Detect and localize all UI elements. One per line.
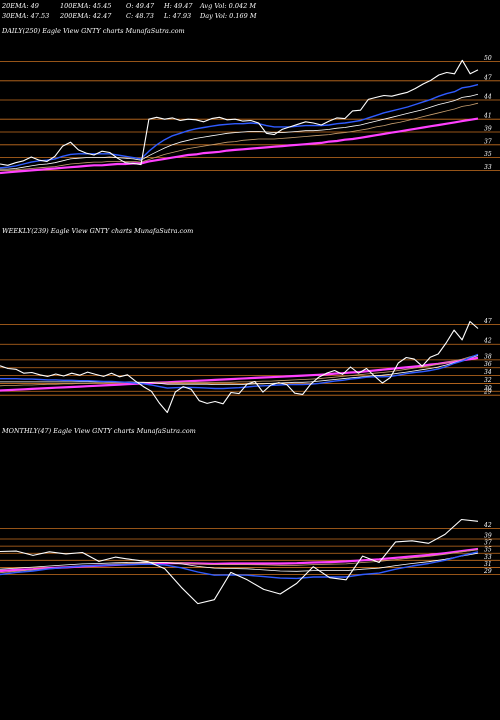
daily-chart: 50 47 44 41 39 37 35 33: [0, 55, 500, 175]
daily-level-label: 44: [483, 94, 492, 101]
weekly-ema-200-line: [0, 356, 479, 392]
weekly-level-label: 47: [483, 318, 492, 325]
monthly-price-line: [0, 518, 479, 605]
weekly-level-label: 32: [484, 377, 492, 384]
daily-level-label: 33: [484, 164, 492, 171]
monthly-level-label: 39: [484, 533, 492, 540]
header-30ema: 30EMA: 47.53: [2, 12, 50, 20]
weekly-ema-mid-line: [0, 355, 479, 385]
daily-level-label: 35: [484, 151, 492, 158]
daily-price-line: [0, 59, 479, 166]
daily-level-label: 41: [483, 113, 492, 120]
daily-level-label: 39: [484, 126, 492, 133]
daily-level-label: 50: [484, 55, 492, 62]
header-high: H: 49.47: [164, 2, 193, 10]
weekly-level-label: 34: [484, 369, 492, 376]
weekly-level-label: 29: [483, 389, 492, 396]
weekly-chart-title: WEEKLY(239) Eagle View GNTY charts Munaf…: [2, 227, 194, 235]
header-avg-vol: Avg Vol: 0.042 M: [200, 2, 257, 10]
daily-ema-mid-line: [0, 93, 479, 170]
daily-ema-long-line: [0, 102, 479, 171]
daily-chart-title: DAILY(250) Eagle View GNTY charts Munafa…: [2, 27, 185, 35]
monthly-level-label: 31: [484, 561, 492, 568]
monthly-chart-title: MONTHLY(47) Eagle View GNTY charts Munaf…: [2, 427, 196, 435]
header-low: L: 47.93: [164, 12, 192, 20]
monthly-level-label: 35: [484, 547, 492, 554]
weekly-level-label: 38: [484, 353, 492, 360]
weekly-level-label: 42: [483, 338, 492, 345]
daily-ema-short-line: [0, 83, 479, 169]
header-100ema: 100EMA: 45.45: [60, 2, 112, 10]
weekly-ema-long-line: [0, 354, 479, 387]
header-20ema: 20EMA: 49: [2, 2, 39, 10]
daily-level-label: 47: [483, 74, 492, 81]
daily-level-label: 37: [484, 138, 492, 145]
monthly-level-label: 37: [484, 540, 492, 547]
weekly-price-line: [0, 320, 479, 414]
weekly-level-label: 36: [484, 361, 492, 368]
daily-ema-200-line: [0, 117, 479, 175]
header-200ema: 200EMA: 42.47: [60, 12, 112, 20]
weekly-level-label: 30: [484, 385, 492, 392]
monthly-ema-short-line: [0, 551, 479, 580]
header-day-vol: Day Vol: 0.169 M: [200, 12, 257, 20]
monthly-level-label: 29: [483, 568, 492, 575]
header-close: C: 48.73: [126, 12, 154, 20]
weekly-ema-short-line: [0, 353, 479, 390]
monthly-level-label: 33: [484, 554, 492, 561]
header-open: O: 49.47: [126, 2, 155, 10]
monthly-ema-mid-line: [0, 552, 479, 572]
monthly-level-label: 42: [483, 522, 492, 529]
